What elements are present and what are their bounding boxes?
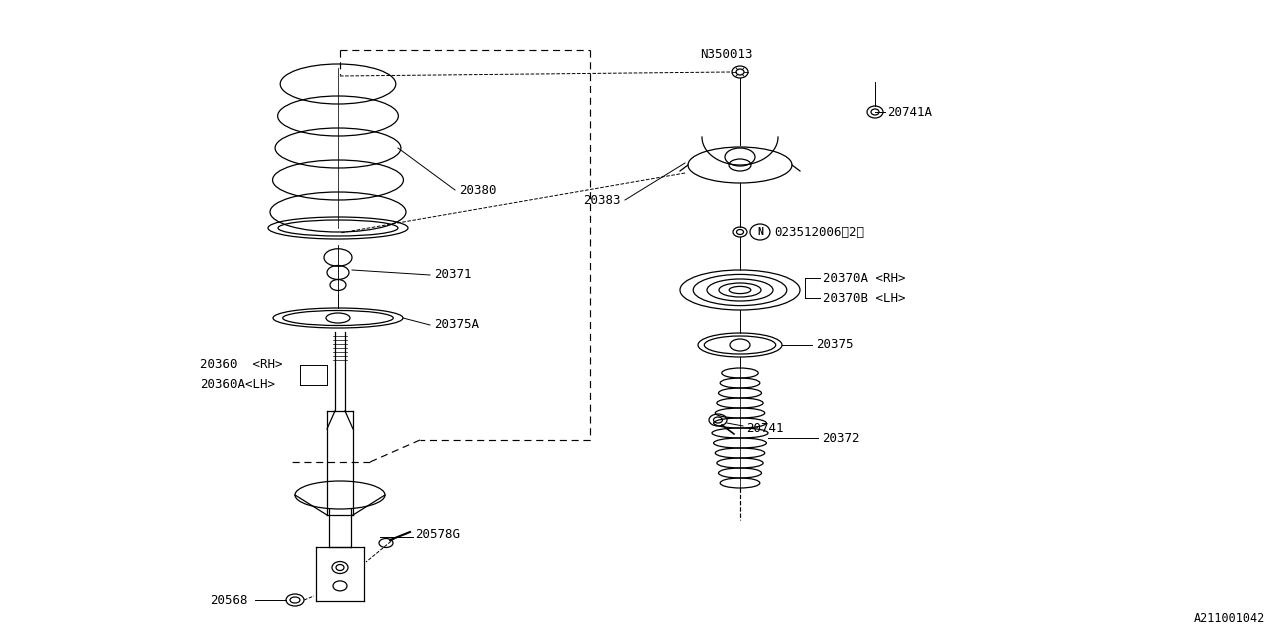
Text: 20375A: 20375A <box>434 319 479 332</box>
Text: 20741A: 20741A <box>887 106 932 118</box>
Text: A211001042: A211001042 <box>1194 612 1265 625</box>
Text: 20372: 20372 <box>822 431 859 445</box>
Text: 20360  <RH>: 20360 <RH> <box>200 358 283 371</box>
Text: 20578G: 20578G <box>415 529 460 541</box>
Text: 20568: 20568 <box>210 593 247 607</box>
Text: 20375: 20375 <box>817 339 854 351</box>
Text: 20371: 20371 <box>434 269 471 282</box>
Text: 20380: 20380 <box>460 184 497 196</box>
Text: 20360A<LH>: 20360A<LH> <box>200 378 275 392</box>
Text: N350013: N350013 <box>700 49 753 61</box>
Text: 20741: 20741 <box>746 422 783 435</box>
Text: 20370A <RH>: 20370A <RH> <box>823 271 905 285</box>
Text: 023512006（2）: 023512006（2） <box>774 225 864 239</box>
Text: N: N <box>756 227 763 237</box>
Text: 20383: 20383 <box>584 193 621 207</box>
Text: 20370B <LH>: 20370B <LH> <box>823 291 905 305</box>
